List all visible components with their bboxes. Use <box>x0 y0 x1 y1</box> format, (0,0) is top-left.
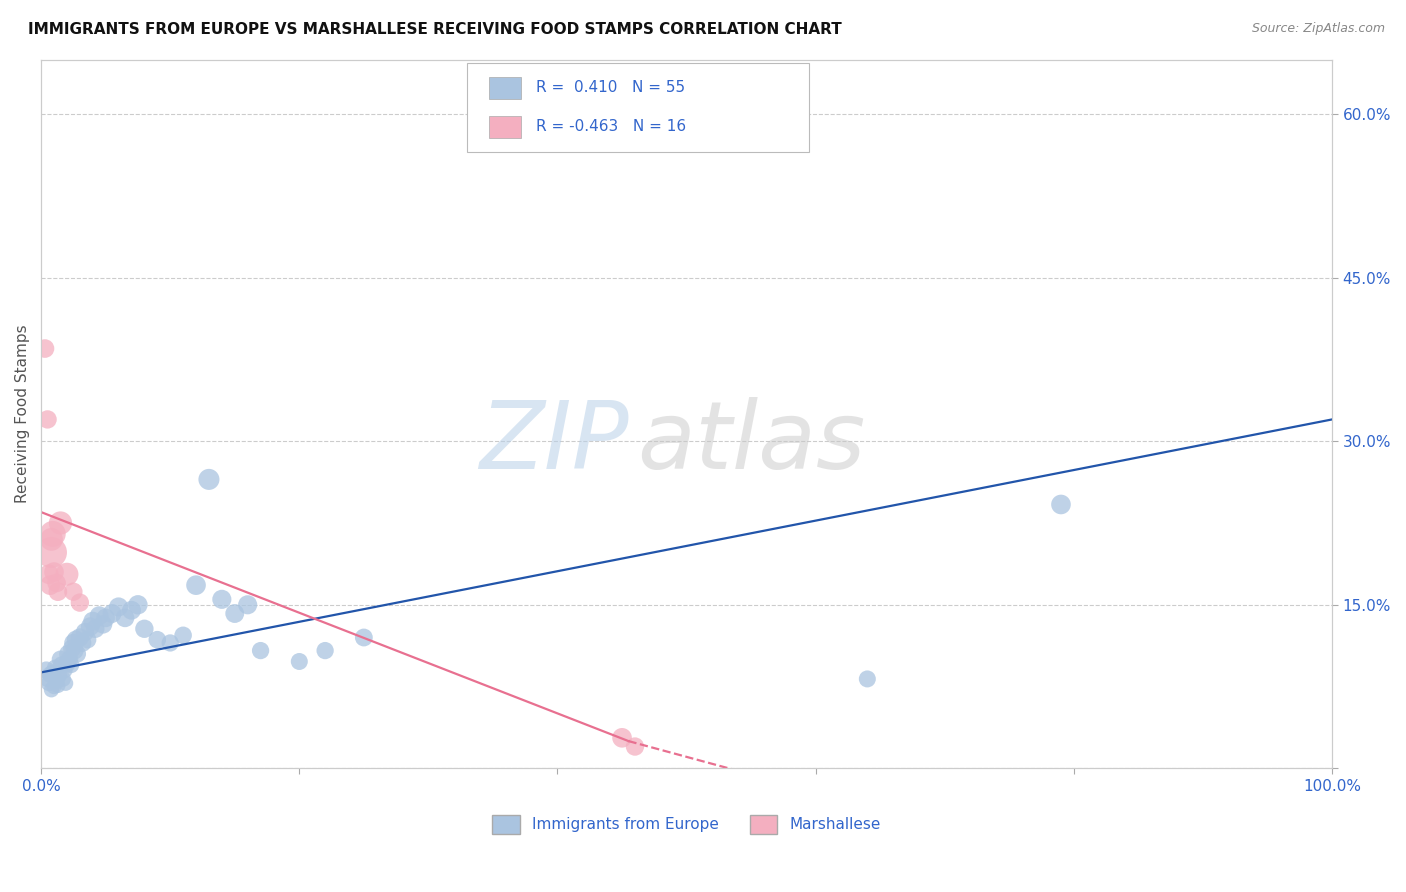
Point <box>53 663 76 677</box>
Point <box>211 592 233 607</box>
Point <box>59 657 82 672</box>
Point <box>236 598 259 612</box>
Point <box>62 584 84 599</box>
Point <box>624 739 647 754</box>
Point <box>42 665 65 680</box>
Text: IMMIGRANTS FROM EUROPE VS MARSHALLESE RECEIVING FOOD STAMPS CORRELATION CHART: IMMIGRANTS FROM EUROPE VS MARSHALLESE RE… <box>28 22 842 37</box>
Point <box>51 657 73 672</box>
Bar <box>489 116 522 138</box>
Point <box>146 632 169 647</box>
Point <box>198 472 221 486</box>
Point <box>72 636 94 650</box>
Point <box>94 611 117 625</box>
Point <box>114 611 136 625</box>
Point <box>89 608 111 623</box>
Point <box>249 643 271 657</box>
Point <box>66 647 89 661</box>
Point <box>56 657 79 671</box>
Point <box>49 516 72 530</box>
Point <box>46 584 69 599</box>
Point <box>69 631 91 645</box>
Point <box>44 661 66 675</box>
Point <box>38 676 60 690</box>
Point <box>42 680 65 694</box>
Point <box>48 668 70 682</box>
Point <box>38 567 60 582</box>
Point <box>58 647 80 661</box>
Point <box>1050 498 1073 512</box>
Point <box>69 596 91 610</box>
Text: R =  0.410   N = 55: R = 0.410 N = 55 <box>536 80 685 95</box>
Point <box>39 578 62 592</box>
Point <box>127 598 149 612</box>
Point <box>288 655 311 669</box>
Point <box>52 672 75 686</box>
Point <box>84 622 107 636</box>
Point <box>314 643 336 657</box>
Bar <box>489 77 522 99</box>
Point <box>65 632 87 647</box>
Point <box>39 667 62 681</box>
Point <box>41 682 63 697</box>
Point <box>79 619 101 633</box>
Point <box>82 614 104 628</box>
Point <box>56 567 79 582</box>
Point <box>353 631 375 645</box>
Point <box>224 607 246 621</box>
Point <box>73 625 96 640</box>
Point <box>35 663 58 677</box>
Point <box>134 622 156 636</box>
Point <box>62 636 84 650</box>
Point <box>76 632 98 647</box>
Text: R = -0.463   N = 16: R = -0.463 N = 16 <box>536 120 686 135</box>
Point <box>184 578 207 592</box>
Point <box>172 628 194 642</box>
Point <box>34 342 56 356</box>
Point <box>41 533 63 547</box>
Point <box>856 672 879 686</box>
Point <box>121 603 143 617</box>
Point <box>37 672 59 686</box>
Point <box>107 599 129 614</box>
Point <box>37 412 59 426</box>
FancyBboxPatch shape <box>467 63 810 152</box>
Text: ZIP: ZIP <box>479 397 628 488</box>
Point <box>91 617 114 632</box>
Point <box>42 527 65 541</box>
Point <box>63 643 86 657</box>
Point <box>45 674 67 689</box>
Legend: Immigrants from Europe, Marshallese: Immigrants from Europe, Marshallese <box>492 815 880 834</box>
Y-axis label: Receiving Food Stamps: Receiving Food Stamps <box>15 325 30 503</box>
Point <box>159 636 181 650</box>
Point <box>610 731 633 745</box>
Point <box>58 652 80 666</box>
Point <box>41 545 63 559</box>
Point <box>60 641 83 656</box>
Point <box>45 576 67 591</box>
Point <box>46 678 69 692</box>
Point <box>55 676 77 690</box>
Point <box>101 607 124 621</box>
Point <box>42 565 65 579</box>
Point <box>49 652 72 666</box>
Text: Source: ZipAtlas.com: Source: ZipAtlas.com <box>1251 22 1385 36</box>
Text: atlas: atlas <box>637 397 866 488</box>
